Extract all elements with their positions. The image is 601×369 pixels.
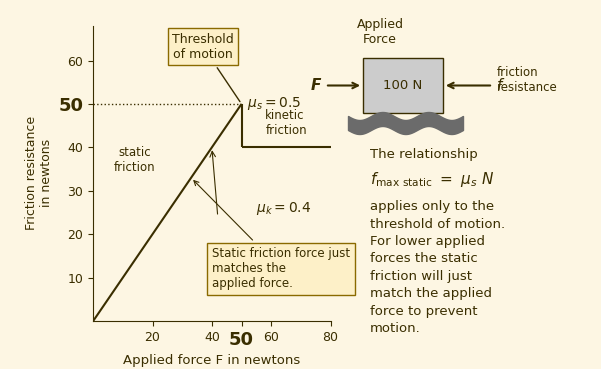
- Text: applies only to the
threshold of motion.
For lower applied
forces the static
fri: applies only to the threshold of motion.…: [370, 200, 505, 335]
- Text: Applied
Force: Applied Force: [356, 18, 403, 46]
- Text: Threshold
of motion: Threshold of motion: [172, 32, 240, 102]
- Y-axis label: Friction resistance
in newtons: Friction resistance in newtons: [25, 116, 53, 231]
- Text: static
friction: static friction: [114, 146, 156, 175]
- Text: friction
resistance: friction resistance: [497, 66, 558, 94]
- X-axis label: Applied force F in newtons: Applied force F in newtons: [123, 354, 300, 367]
- Text: $f_{\rm max\ static}\ =\ \mu_s\ N$: $f_{\rm max\ static}\ =\ \mu_s\ N$: [370, 170, 494, 189]
- Text: kinetic
friction: kinetic friction: [265, 108, 307, 137]
- Text: f: f: [497, 78, 502, 93]
- Text: $\mu_s = 0.5$: $\mu_s = 0.5$: [248, 96, 302, 113]
- Text: F: F: [311, 78, 321, 93]
- Text: $\mu_k = 0.4$: $\mu_k = 0.4$: [257, 200, 312, 217]
- Text: Static friction force just
matches the
applied force.: Static friction force just matches the a…: [194, 181, 350, 290]
- Text: The relationship: The relationship: [370, 148, 478, 161]
- FancyBboxPatch shape: [363, 58, 443, 113]
- Text: 100 N: 100 N: [383, 79, 423, 92]
